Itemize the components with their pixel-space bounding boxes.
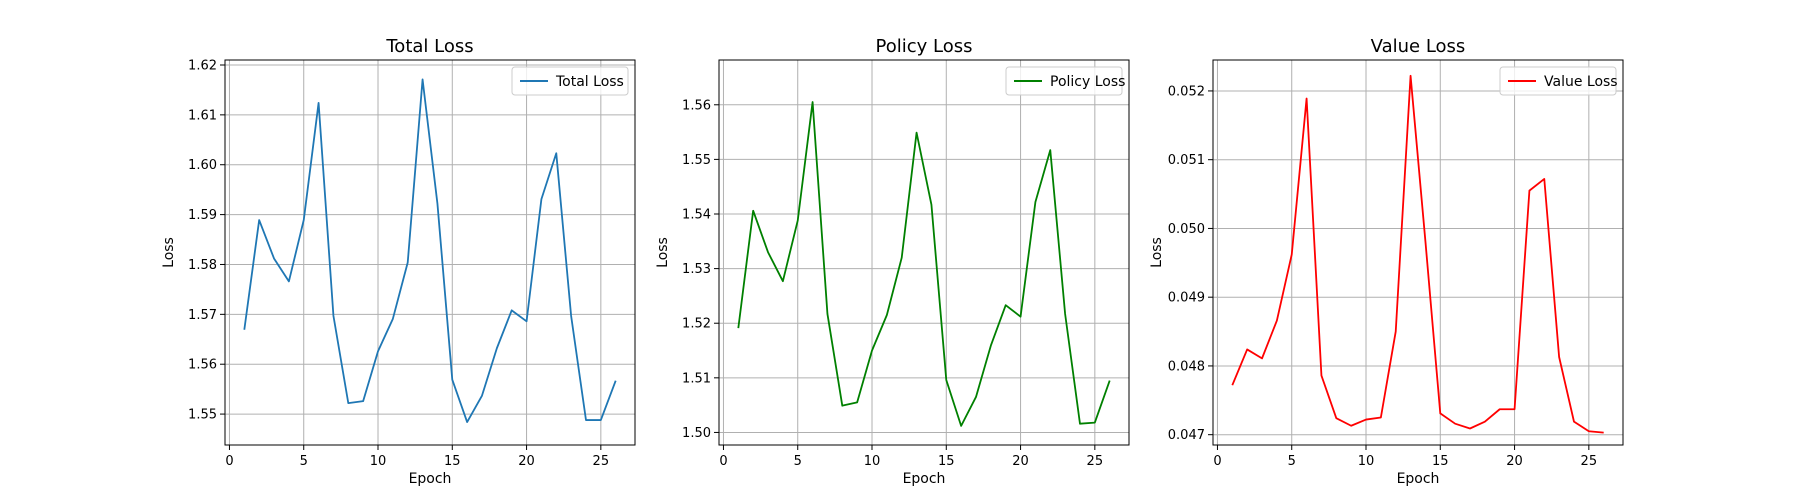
total-loss-y-tick-label: 1.56	[188, 358, 217, 373]
policy-loss-plot-area	[719, 60, 1129, 445]
total-loss-axes-frame	[224, 59, 636, 446]
value-loss-y-tick-label: 0.050	[1168, 222, 1205, 237]
value-loss-x-tick-label: 0	[1213, 454, 1221, 469]
policy-loss-y-tick-label: 1.53	[682, 262, 711, 277]
policy-loss-y-tick-label: 1.54	[682, 208, 711, 223]
policy-loss-y-tick-label: 1.56	[682, 98, 711, 113]
total-loss-y-tick-label: 1.59	[188, 208, 217, 223]
policy-loss-legend: Policy Loss	[1005, 66, 1125, 96]
value-loss-y-tick-label: 0.049	[1168, 291, 1205, 306]
value-loss-title: Value Loss	[1371, 36, 1466, 57]
value-loss-y-axis-label: Loss	[1149, 237, 1165, 268]
total-loss-x-tick-label: 20	[518, 454, 535, 469]
value-loss-panel: 0 5 10 15 20 25 0.047 0.048 0.049 0.050 0.051 0.052…	[1149, 36, 1624, 487]
total-loss-legend: Total Loss	[511, 66, 629, 96]
total-loss-x-tick-label: 0	[225, 454, 233, 469]
policy-loss-series-line	[737, 101, 1111, 427]
policy-loss-x-tick-label: 5	[794, 454, 802, 469]
total-loss-y-tick-label: 1.58	[188, 258, 217, 273]
total-loss-y-tick-label: 1.55	[188, 408, 217, 423]
policy-loss-y-tick-label: 1.52	[682, 317, 711, 332]
value-loss-legend: Value Loss	[1499, 66, 1618, 96]
policy-loss-title: Policy Loss	[876, 36, 973, 57]
value-loss-axes-frame	[1212, 59, 1624, 446]
total-loss-y-tick-label: 1.61	[188, 108, 217, 123]
policy-loss-x-tick-label: 10	[864, 454, 881, 469]
legend-label: Policy Loss	[1050, 74, 1125, 90]
value-loss-x-tick-label: 10	[1358, 454, 1375, 469]
total-loss-y-tick-label: 1.62	[188, 58, 217, 73]
policy-loss-x-tick-label: 25	[1087, 454, 1104, 469]
value-loss-x-tick-label: 25	[1581, 454, 1598, 469]
total-loss-plot-area	[225, 60, 635, 445]
value-loss-plot-area	[1213, 60, 1623, 445]
policy-loss-panel: 0 5 10 15 20 25 1.50 1.51 1.52 1.53 1.54 1.55 1.56 Po…	[655, 36, 1130, 487]
policy-loss-y-tick-label: 1.51	[682, 371, 711, 386]
total-loss-x-tick-label: 15	[444, 454, 461, 469]
policy-loss-y-axis-label: Loss	[655, 237, 671, 268]
value-loss-y-tick-label: 0.052	[1168, 84, 1205, 99]
legend-box	[511, 66, 629, 96]
policy-loss-y-tick-label: 1.55	[682, 153, 711, 168]
legend-label: Value Loss	[1544, 74, 1618, 90]
value-loss-x-tick-label: 5	[1288, 454, 1296, 469]
legend-label: Total Loss	[555, 74, 624, 90]
policy-loss-axes-frame	[718, 59, 1130, 446]
legend-box	[1499, 66, 1617, 96]
value-loss-x-tick-label: 20	[1506, 454, 1523, 469]
total-loss-y-tick-label: 1.57	[188, 308, 217, 323]
policy-loss-x-tick-label: 15	[938, 454, 955, 469]
total-loss-x-axis-label: Epoch	[409, 471, 452, 487]
total-loss-series-line	[243, 78, 617, 423]
policy-loss-x-axis-label: Epoch	[903, 471, 946, 487]
total-loss-x-tick-label: 5	[300, 454, 308, 469]
policy-loss-x-tick-label: 20	[1012, 454, 1029, 469]
value-loss-y-tick-label: 0.051	[1168, 153, 1205, 168]
value-loss-y-tick-label: 0.048	[1168, 359, 1205, 374]
total-loss-title: Total Loss	[385, 36, 473, 57]
total-loss-panel: 0 5 10 15 20 25 1.55 1.56 1.57 1.58 1.59 1.60 1.61 1.…	[161, 36, 636, 487]
value-loss-x-tick-label: 15	[1432, 454, 1449, 469]
total-loss-y-axis-label: Loss	[161, 237, 177, 268]
total-loss-y-tick-label: 1.60	[188, 158, 217, 173]
policy-loss-y-tick-label: 1.50	[682, 426, 711, 441]
total-loss-x-tick-label: 25	[593, 454, 610, 469]
value-loss-y-tick-label: 0.047	[1168, 428, 1205, 443]
policy-loss-x-tick-label: 0	[719, 454, 727, 469]
value-loss-series-line	[1231, 74, 1604, 434]
legend-box	[1005, 66, 1123, 96]
value-loss-x-axis-label: Epoch	[1397, 471, 1440, 487]
total-loss-x-tick-label: 10	[370, 454, 387, 469]
